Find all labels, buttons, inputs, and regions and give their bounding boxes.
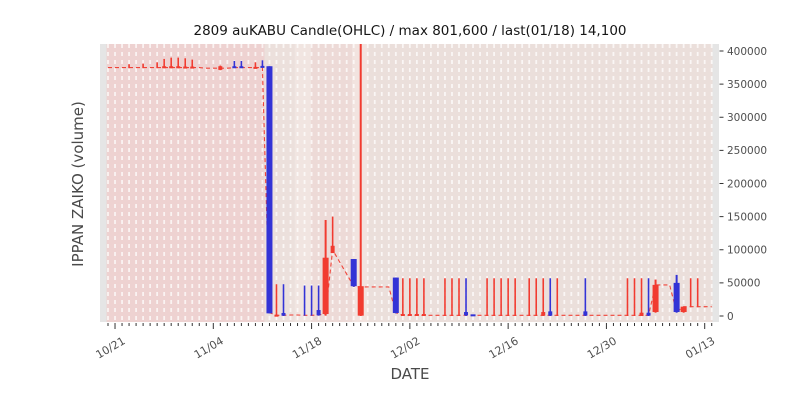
candle-body [266, 66, 273, 314]
y-tick-label: 200000 [727, 178, 767, 190]
x-tick-labels: 10/21 11/04 11/18 12/02 12/16 12/30 01/13 [94, 334, 718, 361]
flat-day-dash [470, 314, 476, 317]
y-tick-label: 300000 [727, 112, 767, 124]
y-tick-label: 100000 [727, 245, 767, 257]
shaded-band [368, 44, 713, 322]
y-tick-label: 250000 [727, 145, 767, 157]
x-tick-label: 12/02 [388, 334, 422, 361]
candle-body [253, 66, 258, 69]
y-tick-label: 400000 [727, 46, 767, 58]
candle-body [407, 314, 412, 317]
shaded-band [294, 44, 311, 322]
y-tick-label: 0 [727, 311, 734, 323]
candle-body [176, 66, 181, 69]
x-ticks [107, 323, 713, 329]
candle-body [548, 311, 553, 316]
candle-body [330, 245, 335, 254]
candle-body [464, 312, 469, 316]
candle-body [190, 66, 195, 69]
candle-body [218, 66, 223, 70]
candle-body [421, 314, 426, 317]
candle-body [392, 277, 399, 314]
y-tick-label: 150000 [727, 211, 767, 223]
x-tick-label: 01/13 [683, 334, 717, 361]
candle-body [541, 312, 546, 316]
candle-body [414, 314, 419, 317]
y-tick-label: 350000 [727, 79, 767, 91]
day-gridlines [107, 44, 713, 322]
candle-body [281, 313, 286, 316]
x-tick-label: 10/21 [94, 334, 128, 361]
x-tick-label: 11/18 [290, 334, 324, 361]
x-tick-label: 12/16 [487, 334, 521, 361]
candle-body [639, 312, 644, 316]
candle-body [680, 306, 687, 313]
chart-title: 2809 auKABU Candle(OHLC) / max 801,600 /… [193, 23, 627, 39]
candle-body [673, 282, 680, 313]
candles [128, 44, 699, 317]
y-ticks: 0 50000 100000 150000 200000 250000 300000 3500… [719, 46, 767, 323]
candle-body [322, 257, 329, 315]
candle-body [316, 310, 321, 316]
candle-body [400, 314, 405, 317]
candle-body [239, 66, 244, 69]
candle-body [260, 65, 265, 68]
candle-body [274, 314, 279, 317]
candle-body [357, 286, 364, 316]
candle-body [583, 311, 588, 316]
x-tick-label: 12/30 [585, 334, 619, 361]
x-tick-label: 11/04 [192, 334, 226, 361]
candle-body [232, 66, 237, 69]
x-axis-label: DATE [390, 365, 430, 383]
candle-body [169, 66, 174, 69]
y-tick-label: 50000 [727, 278, 760, 290]
candle-body [183, 66, 188, 69]
candle-body [652, 284, 659, 313]
candle-body [646, 312, 651, 316]
candle-body [162, 66, 167, 69]
candle-body [350, 259, 357, 287]
